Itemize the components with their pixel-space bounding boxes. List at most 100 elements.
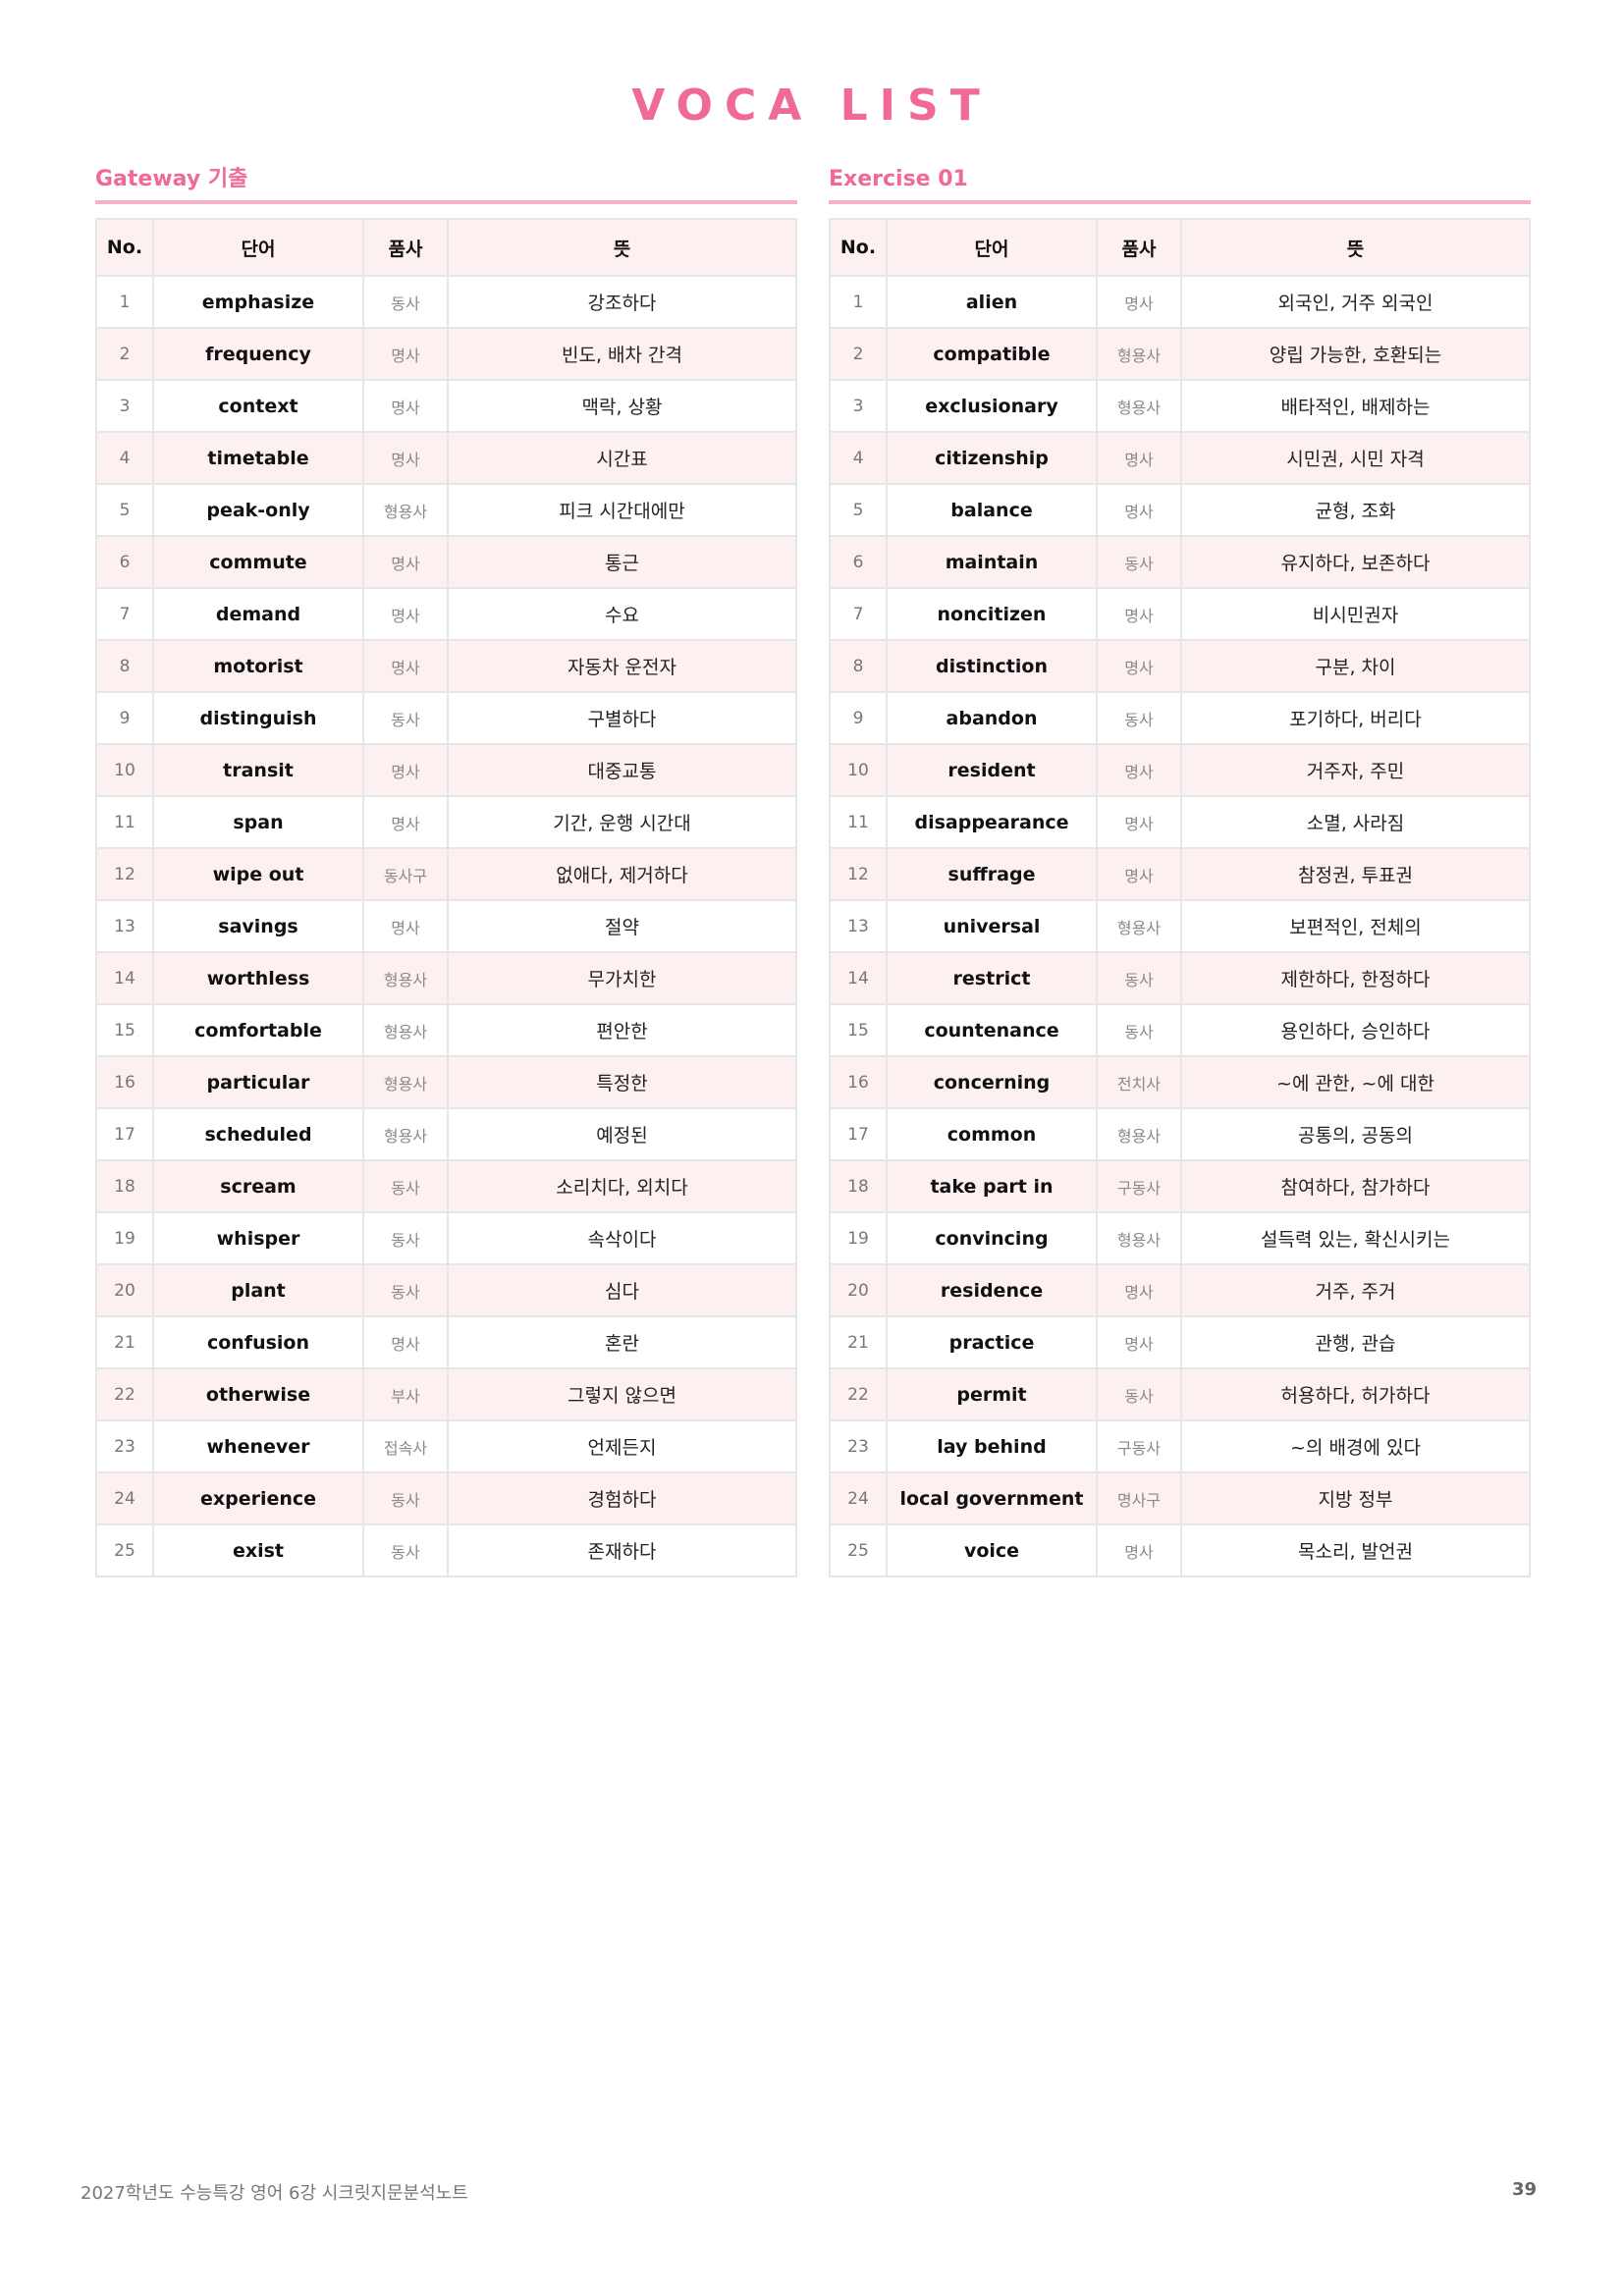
cell-meaning: 보편적인, 전체의 bbox=[1180, 899, 1531, 953]
cell-word: convincing bbox=[886, 1211, 1098, 1265]
cell-word: experience bbox=[152, 1471, 364, 1525]
cell-word: concerning bbox=[886, 1055, 1098, 1109]
table-row: 22 permit 동사 허용하다, 허가하다 bbox=[829, 1367, 1531, 1421]
cell-word: balance bbox=[886, 483, 1098, 537]
table-row: 22 otherwise 부사 그렇지 않으면 bbox=[95, 1367, 797, 1421]
table-row: 8 distinction 명사 구분, 차이 bbox=[829, 639, 1531, 693]
cell-no: 10 bbox=[829, 743, 888, 797]
table-row: 16 concerning 전치사 ~에 관한, ~에 대한 bbox=[829, 1055, 1531, 1109]
cell-pos: 형용사 bbox=[362, 1003, 449, 1057]
cell-no: 17 bbox=[95, 1107, 154, 1161]
cell-no: 5 bbox=[829, 483, 888, 537]
cell-pos: 동사 bbox=[362, 691, 449, 745]
footer-text: 2027학년도 수능특강 영어 6강 시크릿지문분석노트 bbox=[81, 2183, 468, 2204]
table-row: 16 particular 형용사 특정한 bbox=[95, 1055, 797, 1109]
cell-no: 8 bbox=[829, 639, 888, 693]
cell-no: 13 bbox=[829, 899, 888, 953]
cell-word: resident bbox=[886, 743, 1098, 797]
cell-word: citizenship bbox=[886, 431, 1098, 485]
cell-meaning: 거주자, 주민 bbox=[1180, 743, 1531, 797]
cell-pos: 구동사 bbox=[1096, 1419, 1182, 1473]
table-row: 5 balance 명사 균형, 조화 bbox=[829, 483, 1531, 537]
cell-pos: 형용사 bbox=[362, 1055, 449, 1109]
cell-pos: 형용사 bbox=[362, 483, 449, 537]
cell-word: exclusionary bbox=[886, 379, 1098, 433]
cell-pos: 명사 bbox=[362, 587, 449, 641]
header-no: No. bbox=[829, 218, 888, 277]
cell-word: demand bbox=[152, 587, 364, 641]
table-row: 6 commute 명사 통근 bbox=[95, 535, 797, 589]
cell-pos: 형용사 bbox=[1096, 379, 1182, 433]
table-header-row: No. 단어 품사 뜻 bbox=[95, 218, 797, 277]
table-row: 17 common 형용사 공통의, 공동의 bbox=[829, 1107, 1531, 1161]
gateway-section: Gateway 기출 No. 단어 품사 뜻 1 emphasize 동사 강조하다 2… bbox=[95, 165, 797, 1577]
table-row: 13 savings 명사 절약 bbox=[95, 899, 797, 953]
cell-pos: 명사 bbox=[1096, 1263, 1182, 1317]
cell-no: 12 bbox=[829, 847, 888, 901]
cell-meaning: ~에 관한, ~에 대한 bbox=[1180, 1055, 1531, 1109]
cell-word: maintain bbox=[886, 535, 1098, 589]
cell-word: countenance bbox=[886, 1003, 1098, 1057]
cell-meaning: 지방 정부 bbox=[1180, 1471, 1531, 1525]
cell-word: scheduled bbox=[152, 1107, 364, 1161]
cell-meaning: 대중교통 bbox=[447, 743, 797, 797]
cell-pos: 명사 bbox=[362, 379, 449, 433]
cell-pos: 동사 bbox=[362, 1471, 449, 1525]
cell-no: 11 bbox=[95, 795, 154, 849]
cell-pos: 명사 bbox=[362, 1315, 449, 1369]
table-row: 21 confusion 명사 혼란 bbox=[95, 1315, 797, 1369]
cell-meaning: 설득력 있는, 확신시키는 bbox=[1180, 1211, 1531, 1265]
table-row: 11 disappearance 명사 소멸, 사라짐 bbox=[829, 795, 1531, 849]
cell-no: 23 bbox=[829, 1419, 888, 1473]
cell-pos: 명사 bbox=[1096, 483, 1182, 537]
cell-word: scream bbox=[152, 1159, 364, 1213]
cell-pos: 명사 bbox=[1096, 743, 1182, 797]
cell-no: 18 bbox=[829, 1159, 888, 1213]
cell-pos: 동사 bbox=[1096, 691, 1182, 745]
table-row: 6 maintain 동사 유지하다, 보존하다 bbox=[829, 535, 1531, 589]
table-row: 21 practice 명사 관행, 관습 bbox=[829, 1315, 1531, 1369]
cell-pos: 명사 bbox=[1096, 587, 1182, 641]
table-row: 2 frequency 명사 빈도, 배차 간격 bbox=[95, 327, 797, 381]
cell-word: peak-only bbox=[152, 483, 364, 537]
cell-no: 3 bbox=[95, 379, 154, 433]
cell-no: 4 bbox=[829, 431, 888, 485]
cell-meaning: 제한하다, 한정하다 bbox=[1180, 951, 1531, 1005]
table-row: 8 motorist 명사 자동차 운전자 bbox=[95, 639, 797, 693]
cell-pos: 명사 bbox=[362, 431, 449, 485]
cell-word: permit bbox=[886, 1367, 1098, 1421]
cell-meaning: 언제든지 bbox=[447, 1419, 797, 1473]
cell-no: 23 bbox=[95, 1419, 154, 1473]
cell-pos: 명사 bbox=[1096, 847, 1182, 901]
cell-no: 2 bbox=[95, 327, 154, 381]
cell-pos: 형용사 bbox=[1096, 1211, 1182, 1265]
table-row: 7 demand 명사 수요 bbox=[95, 587, 797, 641]
header-meaning: 뜻 bbox=[447, 218, 797, 277]
cell-no: 8 bbox=[95, 639, 154, 693]
cell-pos: 명사 bbox=[1096, 1523, 1182, 1577]
cell-pos: 명사 bbox=[1096, 639, 1182, 693]
vocab-table: No. 단어 품사 뜻 1 emphasize 동사 강조하다 2 frequency 명사… bbox=[95, 218, 797, 1577]
cell-pos: 명사 bbox=[362, 535, 449, 589]
table-row: 14 worthless 형용사 무가치한 bbox=[95, 951, 797, 1005]
cell-meaning: ~의 배경에 있다 bbox=[1180, 1419, 1531, 1473]
cell-pos: 부사 bbox=[362, 1367, 449, 1421]
cell-meaning: 통근 bbox=[447, 535, 797, 589]
cell-word: restrict bbox=[886, 951, 1098, 1005]
cell-no: 1 bbox=[95, 275, 154, 329]
table-row: 14 restrict 동사 제한하다, 한정하다 bbox=[829, 951, 1531, 1005]
table-header-row: No. 단어 품사 뜻 bbox=[829, 218, 1531, 277]
cell-no: 17 bbox=[829, 1107, 888, 1161]
cell-word: practice bbox=[886, 1315, 1098, 1369]
cell-no: 13 bbox=[95, 899, 154, 953]
cell-no: 10 bbox=[95, 743, 154, 797]
table-row: 25 voice 명사 목소리, 발언권 bbox=[829, 1523, 1531, 1577]
cell-no: 7 bbox=[829, 587, 888, 641]
table-row: 5 peak-only 형용사 피크 시간대에만 bbox=[95, 483, 797, 537]
table-row: 12 wipe out 동사구 없애다, 제거하다 bbox=[95, 847, 797, 901]
cell-no: 15 bbox=[829, 1003, 888, 1057]
cell-word: abandon bbox=[886, 691, 1098, 745]
section-divider bbox=[829, 200, 1531, 204]
table-row: 25 exist 동사 존재하다 bbox=[95, 1523, 797, 1577]
cell-word: distinction bbox=[886, 639, 1098, 693]
